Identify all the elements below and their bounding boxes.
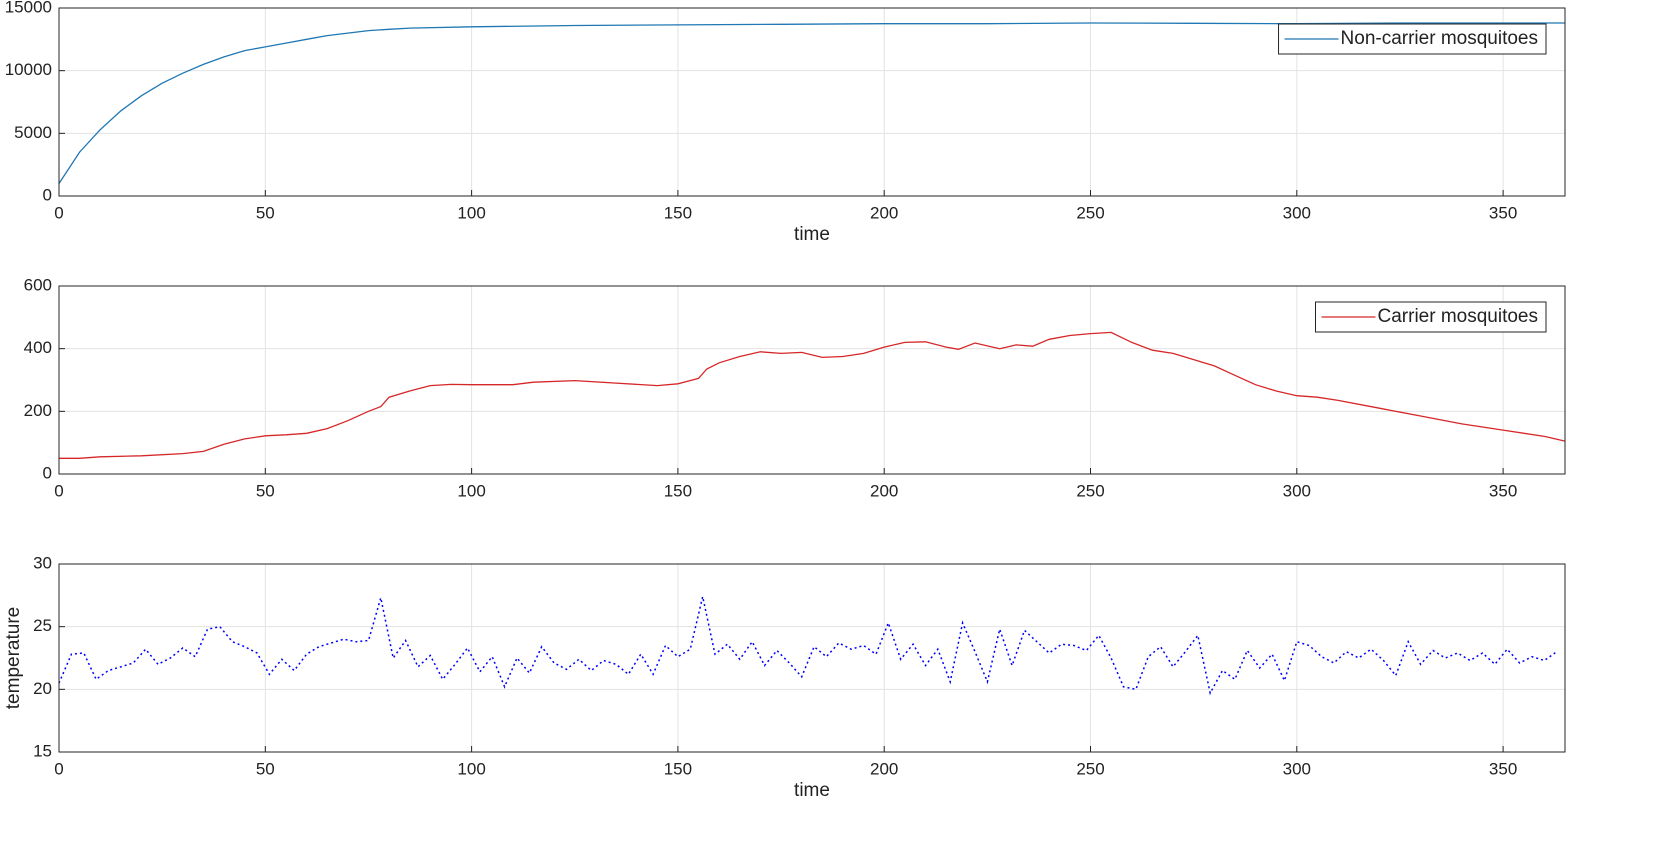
x-tick-label: 250 — [1076, 481, 1104, 500]
y-tick-label: 5000 — [14, 123, 52, 142]
plot-area — [59, 564, 1565, 752]
legend-label: Carrier mosquitoes — [1378, 306, 1539, 327]
x-tick-label: 150 — [664, 481, 692, 500]
y-tick-label: 20 — [33, 679, 52, 698]
y-tick-label: 0 — [43, 185, 52, 204]
x-tick-label: 250 — [1076, 759, 1104, 778]
axes-box — [58, 285, 1566, 475]
axes-box — [58, 563, 1566, 753]
y-tick-label: 15000 — [5, 0, 52, 16]
axes-box — [58, 7, 1566, 197]
data-line — [59, 331, 1566, 459]
y-tick-label: 25 — [33, 616, 52, 635]
data-line — [58, 596, 1558, 696]
x-axis-label: time — [794, 224, 830, 245]
x-tick-label: 0 — [54, 759, 63, 778]
x-tick-label: 150 — [664, 759, 692, 778]
x-tick-label: 250 — [1076, 203, 1104, 222]
x-tick-label: 50 — [256, 481, 275, 500]
y-axis-label: temperature — [3, 607, 24, 709]
x-tick-label: 100 — [457, 203, 485, 222]
x-tick-label: 300 — [1283, 759, 1311, 778]
x-tick-label: 50 — [256, 203, 275, 222]
y-tick-label: 400 — [24, 338, 52, 357]
x-tick-label: 200 — [870, 759, 898, 778]
y-tick-label: 10000 — [5, 60, 52, 79]
x-tick-label: 0 — [54, 203, 63, 222]
x-tick-label: 50 — [256, 759, 275, 778]
x-tick-label: 300 — [1283, 481, 1311, 500]
y-tick-label: 0 — [43, 463, 52, 482]
x-tick-label: 0 — [54, 481, 63, 500]
x-tick-label: 200 — [870, 481, 898, 500]
x-tick-label: 300 — [1283, 203, 1311, 222]
x-tick-label: 350 — [1489, 203, 1517, 222]
x-tick-label: 100 — [457, 759, 485, 778]
y-tick-label: 200 — [24, 401, 52, 420]
y-tick-label: 600 — [24, 275, 52, 294]
y-tick-label: 15 — [33, 741, 52, 760]
legend-label: Non-carrier mosquitoes — [1341, 28, 1538, 49]
x-tick-label: 350 — [1489, 481, 1517, 500]
x-tick-label: 150 — [664, 203, 692, 222]
data-line — [58, 22, 1565, 184]
x-tick-label: 200 — [870, 203, 898, 222]
x-tick-label: 350 — [1489, 759, 1517, 778]
x-axis-label: time — [794, 780, 830, 801]
plot-area — [59, 286, 1565, 474]
y-tick-label: 30 — [33, 553, 52, 572]
x-tick-label: 100 — [457, 481, 485, 500]
